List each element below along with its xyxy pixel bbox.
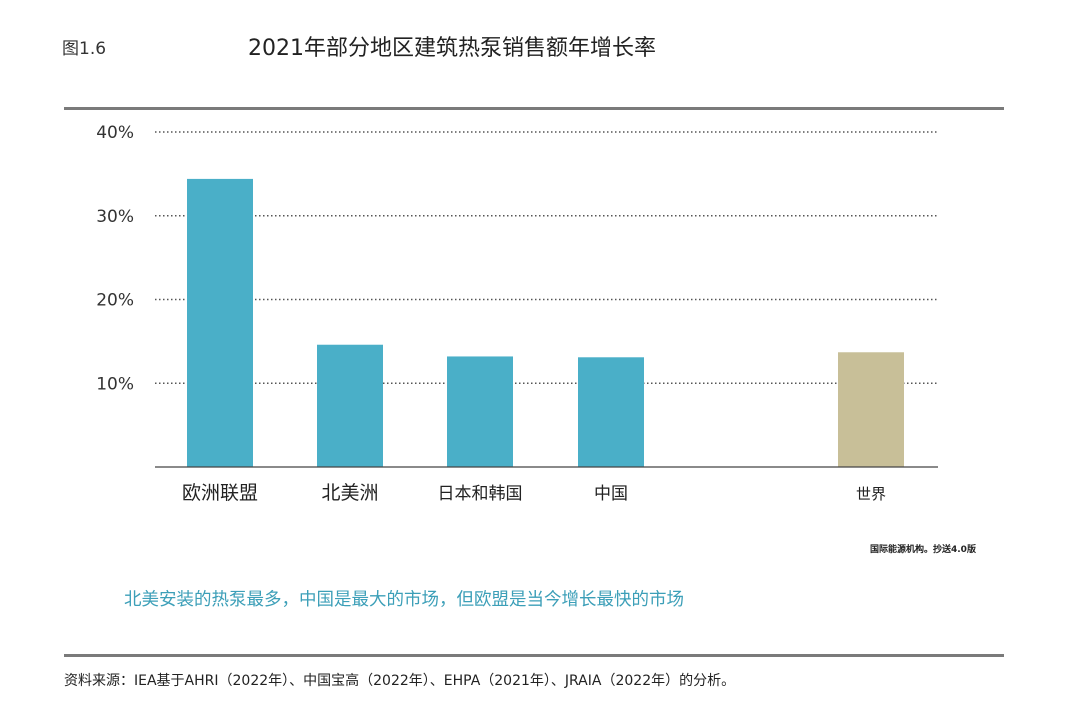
- x-category-label: 日本和韩国: [438, 484, 523, 504]
- y-tick-label: 10%: [96, 374, 134, 394]
- credit-text: 国际能源机构。抄送4.0版: [870, 545, 976, 555]
- y-tick-label: 30%: [96, 207, 134, 227]
- bar: [838, 352, 904, 467]
- top-divider: [64, 107, 1004, 110]
- bar: [447, 356, 513, 467]
- x-category-label: 中国: [594, 484, 628, 504]
- bar: [578, 357, 644, 467]
- x-category-label: 欧洲联盟: [182, 482, 258, 504]
- x-category-label: 世界: [856, 485, 886, 503]
- bar: [187, 178, 253, 467]
- bar: [317, 344, 383, 467]
- source-note: 资料来源：IEA基于AHRI（2022年）、中国宝高（2022年）、EHPA（2…: [64, 673, 736, 689]
- bar-chart: 10% 20% 30% 40% 欧洲联盟 北美洲 日本和韩国 中国 世界: [96, 123, 938, 504]
- figure-label: 图1.6: [62, 39, 107, 59]
- y-tick-label: 40%: [96, 123, 134, 143]
- bottom-divider: [64, 654, 1004, 657]
- chart-title: 2021年部分地区建筑热泵销售额年增长率: [248, 36, 656, 61]
- x-category-label: 北美洲: [321, 482, 378, 504]
- y-tick-label: 20%: [96, 291, 134, 311]
- caption-text: 北美安装的热泵最多，中国是最大的市场，但欧盟是当今增长最快的市场: [124, 590, 684, 610]
